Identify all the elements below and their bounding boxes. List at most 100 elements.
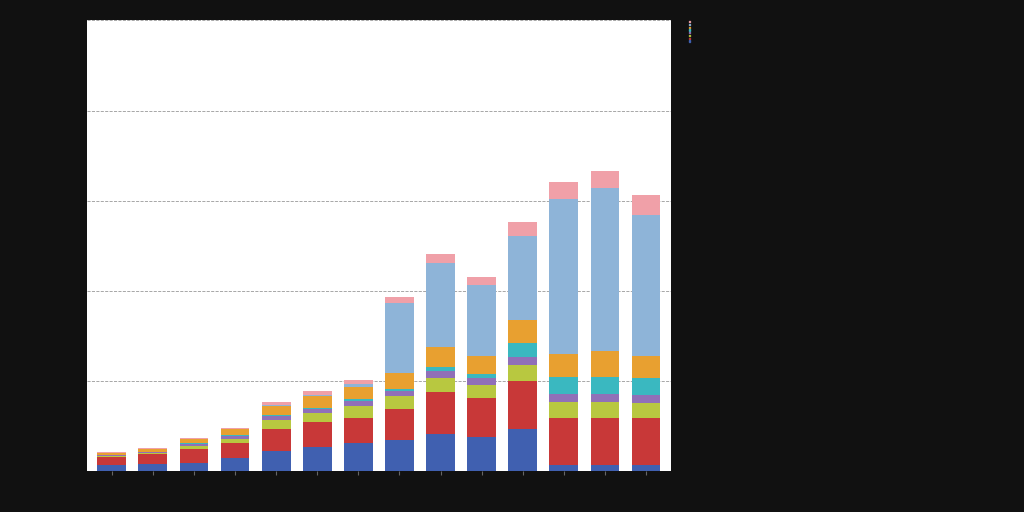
Bar (591, 351, 620, 377)
Bar (632, 403, 660, 418)
Bar (508, 236, 538, 321)
Bar (344, 418, 373, 443)
Bar (426, 392, 455, 434)
Bar (262, 407, 291, 415)
Bar (262, 415, 291, 416)
Bar (632, 195, 660, 215)
Bar (385, 409, 414, 440)
Bar (591, 394, 620, 402)
Bar (262, 402, 291, 405)
Bar (179, 444, 208, 445)
Bar (426, 263, 455, 347)
Bar (385, 303, 414, 373)
Bar (220, 458, 250, 471)
Bar (138, 447, 167, 449)
Bar (303, 422, 332, 447)
Bar (550, 394, 579, 402)
Bar (97, 457, 126, 465)
Bar (467, 285, 496, 355)
Bar (591, 377, 620, 394)
Bar (97, 456, 126, 457)
Bar (344, 443, 373, 471)
Bar (591, 465, 620, 471)
Bar (632, 418, 660, 465)
Bar (508, 366, 538, 381)
Bar (97, 452, 126, 453)
Bar (508, 343, 538, 357)
Bar (97, 453, 126, 455)
Bar (344, 399, 373, 400)
Legend: , , , , , , , : , , , , , , , (689, 21, 690, 41)
Bar (426, 371, 455, 378)
Bar (303, 409, 332, 413)
Bar (632, 395, 660, 403)
Bar (591, 402, 620, 418)
Bar (179, 438, 208, 439)
Bar (220, 443, 250, 458)
Bar (550, 199, 579, 354)
Bar (303, 396, 332, 408)
Bar (303, 413, 332, 422)
Bar (508, 381, 538, 429)
Bar (385, 391, 414, 396)
Bar (138, 453, 167, 454)
Bar (550, 465, 579, 471)
Bar (138, 464, 167, 471)
Bar (179, 449, 208, 463)
Bar (220, 435, 250, 436)
Bar (550, 354, 579, 377)
Bar (97, 465, 126, 471)
Bar (220, 436, 250, 439)
Bar (467, 385, 496, 398)
Bar (344, 384, 373, 387)
Bar (426, 434, 455, 471)
Bar (303, 395, 332, 396)
Bar (220, 439, 250, 443)
Bar (344, 379, 373, 384)
Bar (303, 408, 332, 409)
Bar (467, 398, 496, 437)
Bar (385, 389, 414, 391)
Bar (426, 367, 455, 371)
Bar (344, 387, 373, 399)
Bar (138, 452, 167, 453)
Bar (467, 276, 496, 285)
Bar (632, 215, 660, 355)
Bar (262, 420, 291, 429)
Bar (385, 396, 414, 409)
Bar (426, 347, 455, 367)
Bar (303, 391, 332, 395)
Bar (179, 439, 208, 443)
Bar (179, 445, 208, 449)
Bar (179, 463, 208, 471)
Bar (97, 455, 126, 456)
Bar (426, 378, 455, 392)
Bar (632, 378, 660, 395)
Bar (179, 443, 208, 444)
Bar (385, 440, 414, 471)
Bar (467, 378, 496, 385)
Bar (467, 374, 496, 378)
Bar (426, 254, 455, 263)
Bar (591, 188, 620, 351)
Bar (508, 357, 538, 366)
Bar (385, 373, 414, 389)
Bar (138, 449, 167, 452)
Bar (344, 407, 373, 418)
Bar (262, 405, 291, 407)
Bar (591, 418, 620, 465)
Bar (262, 416, 291, 420)
Bar (508, 429, 538, 471)
Bar (550, 182, 579, 199)
Bar (138, 454, 167, 464)
Bar (508, 222, 538, 236)
Bar (220, 430, 250, 435)
Bar (262, 452, 291, 471)
Bar (303, 447, 332, 471)
Bar (508, 321, 538, 343)
Bar (550, 418, 579, 465)
Bar (467, 355, 496, 374)
Bar (344, 400, 373, 407)
Bar (632, 465, 660, 471)
Bar (467, 437, 496, 471)
